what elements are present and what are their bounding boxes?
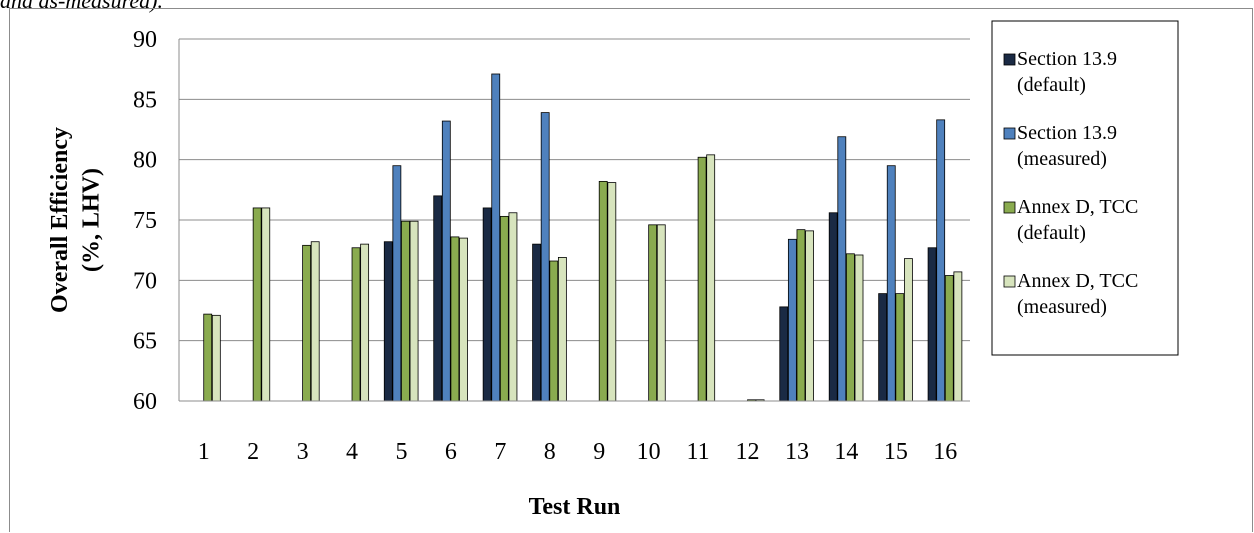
y-tick-label: 75	[133, 208, 157, 234]
y-tick-label: 85	[133, 87, 157, 113]
legend-label: Annex D, TCC (default)	[1017, 196, 1138, 244]
bar-run-10-series-4	[656, 224, 666, 402]
bar-run-5-series-4	[409, 220, 419, 402]
y-tick-labels: 60 65 70 75 80 85 90	[133, 27, 157, 415]
bar-run-6-series-1	[433, 195, 443, 402]
bar-run-15-series-1	[878, 293, 888, 402]
bar-run-6-series-2	[441, 120, 451, 402]
bar-run-14-series-1	[828, 212, 838, 402]
legend-swatch	[1003, 127, 1016, 140]
bars	[203, 73, 963, 402]
bar-run-11-series-4	[706, 154, 716, 402]
x-tick-label: 16	[933, 439, 957, 465]
bar-run-2-series-4	[261, 207, 271, 402]
legend-label-line: (measured)	[1017, 148, 1107, 170]
x-tick-label: 3	[297, 439, 309, 465]
bar-run-7-series-1	[482, 207, 492, 402]
legend-swatch	[1003, 275, 1016, 288]
bar-run-5-series-2	[392, 165, 402, 402]
y-tick-label: 70	[133, 268, 157, 294]
legend-label-line: Section 13.9	[1017, 48, 1117, 70]
legend: Section 13.9 (default) Section 13.9 (measur…	[991, 20, 1179, 356]
y-axis-title-line: Overall Efficiency	[47, 127, 73, 313]
bar-run-5-series-1	[383, 241, 393, 402]
bar-run-10-series-3	[648, 224, 658, 402]
legend-swatch	[1003, 201, 1016, 214]
caption-fragment: and as-measured).	[0, 0, 163, 13]
bar-run-16-series-2	[936, 119, 946, 402]
bar-run-14-series-2	[837, 136, 847, 402]
bar-run-4-series-4	[360, 243, 370, 402]
bar-run-16-series-3	[944, 275, 954, 402]
bar-run-7-series-3	[499, 215, 509, 402]
legend-label-line: Section 13.9	[1017, 122, 1117, 144]
bar-run-14-series-4	[854, 254, 864, 402]
bar-run-9-series-3	[598, 180, 608, 402]
legend-label: Section 13.9 (measured)	[1017, 122, 1117, 170]
bar-run-9-series-4	[607, 182, 617, 402]
x-tick-label: 4	[346, 439, 358, 465]
bar-run-13-series-3	[796, 229, 806, 402]
bar-run-6-series-4	[459, 237, 468, 402]
bar-run-4-series-3	[351, 247, 361, 402]
x-tick-label: 9	[593, 439, 605, 465]
x-tick-label: 13	[785, 439, 809, 465]
bar-run-3-series-4	[310, 241, 320, 402]
bar-run-8-series-1	[532, 243, 541, 402]
x-tick-label: 12	[736, 439, 760, 465]
x-tick-label: 5	[395, 439, 407, 465]
y-axis-title: Overall Efficiency (%, LHV)	[47, 127, 104, 313]
y-tick-label: 60	[133, 389, 157, 415]
x-tick-label: 10	[637, 439, 661, 465]
x-axis-title: Test Run	[529, 494, 621, 520]
x-tick-label: 7	[494, 439, 506, 465]
bar-run-15-series-2	[886, 165, 896, 402]
x-tick-label: 6	[445, 439, 457, 465]
bar-run-3-series-3	[302, 244, 311, 402]
bar-run-6-series-3	[450, 236, 460, 402]
bar-run-14-series-3	[846, 253, 855, 402]
bar-run-1-series-3	[203, 313, 213, 402]
axes	[178, 39, 970, 402]
bar-run-1-series-4	[211, 314, 221, 402]
legend-label: Annex D, TCC (measured)	[1017, 270, 1138, 318]
bar-run-11-series-3	[697, 156, 707, 402]
legend-label-line: (measured)	[1017, 296, 1107, 318]
y-tick-label: 90	[133, 27, 157, 53]
bar-run-13-series-4	[805, 230, 814, 402]
bar-run-16-series-4	[953, 271, 963, 402]
legend-box	[991, 20, 1179, 356]
bar-run-8-series-4	[557, 257, 567, 402]
bar-run-5-series-3	[401, 220, 410, 402]
x-tick-label: 1	[198, 439, 210, 465]
legend-label-line: (default)	[1017, 74, 1086, 96]
bar-run-13-series-1	[779, 306, 789, 402]
bar-run-7-series-4	[508, 212, 518, 402]
x-tick-label: 2	[247, 439, 259, 465]
y-tick-label: 80	[133, 148, 157, 174]
bar-run-2-series-3	[252, 207, 262, 402]
x-tick-label: 8	[544, 439, 556, 465]
x-tick-labels: 1 2 3 4 5 6 7 8 9 10 11 12 13 14 15 16	[198, 439, 958, 465]
bar-run-15-series-4	[904, 258, 913, 402]
x-tick-label: 14	[834, 439, 858, 465]
legend-label-line: (default)	[1017, 222, 1086, 244]
x-tick-label: 11	[687, 439, 710, 465]
bar-run-13-series-2	[787, 238, 797, 402]
legend-swatch	[1003, 53, 1016, 66]
x-tick-label: 15	[884, 439, 908, 465]
legend-label: Section 13.9 (default)	[1017, 48, 1117, 96]
legend-label-line: Annex D, TCC	[1017, 270, 1138, 292]
bar-run-8-series-2	[540, 112, 550, 402]
chart-frame: 60 65 70 75 80 85 90 1 2 3 4 5 6 7 8 9 10 11 12 13 14 15 16 O…	[9, 8, 1253, 532]
bar-run-15-series-3	[895, 293, 905, 402]
y-axis-title-line: (%, LHV)	[78, 168, 104, 272]
bar-run-7-series-2	[491, 73, 501, 402]
bar-run-8-series-3	[549, 260, 559, 402]
y-tick-label: 65	[133, 329, 157, 355]
bar-run-16-series-1	[927, 247, 937, 402]
legend-label-line: Annex D, TCC	[1017, 196, 1138, 218]
